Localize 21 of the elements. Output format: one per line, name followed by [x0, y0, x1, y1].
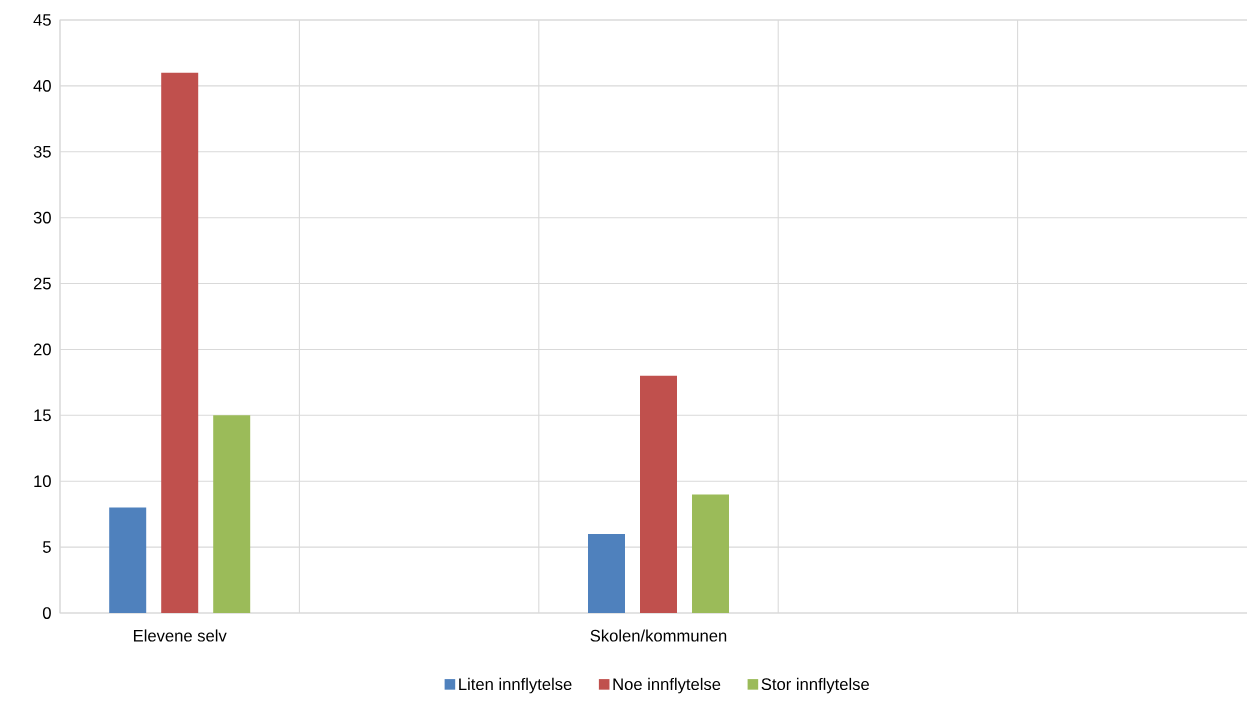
y-tick-label: 10 [34, 475, 51, 488]
y-tick-label: 35 [33, 145, 51, 158]
bar [161, 72, 199, 613]
legend-label: Liten innflytelse [459, 677, 572, 694]
legend-label: Stor innflytelse [761, 677, 869, 694]
y-tick-label: 40 [33, 80, 51, 92]
y-tick-label: 25 [33, 277, 51, 290]
legend-label: Noe innflytelse [613, 677, 721, 694]
bar [640, 375, 678, 613]
y-tick-label: 5 [42, 541, 51, 553]
bar [692, 494, 730, 613]
x-tick-label: Skolen/kommunen [590, 629, 727, 642]
y-tick-label: 15 [34, 409, 51, 422]
bar [109, 507, 147, 613]
y-tick-label: 0 [42, 607, 51, 619]
y-tick-label: 45 [33, 14, 51, 26]
y-tick-label: 30 [33, 211, 51, 224]
y-tick-label: 20 [33, 343, 51, 356]
bar [588, 533, 626, 613]
bar [213, 415, 251, 613]
x-tick-label: Elevene selv [133, 629, 227, 642]
